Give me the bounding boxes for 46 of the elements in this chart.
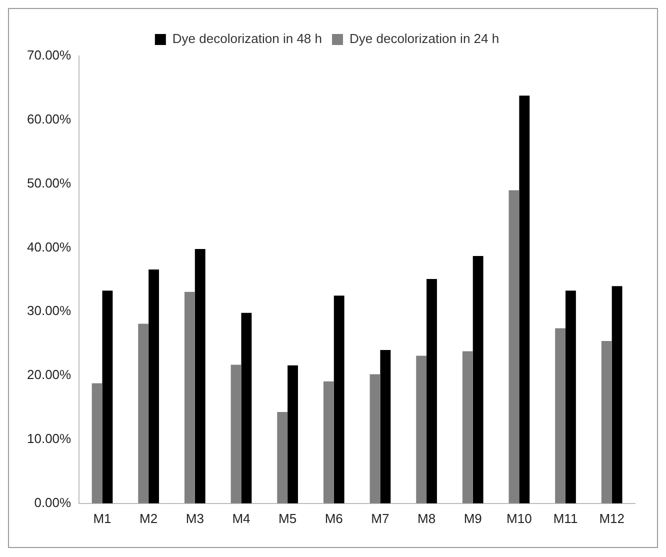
x-tick-label: M11 [553, 510, 578, 526]
bar [148, 269, 160, 504]
x-tick-label: M6 [324, 510, 343, 526]
x-tick-label: M4 [232, 510, 250, 526]
bar [334, 296, 344, 504]
x-tick-label: M8 [418, 510, 436, 526]
bar [462, 351, 473, 504]
y-tick-label: 10.00% [26, 431, 72, 446]
x-tick-label: M3 [186, 510, 204, 526]
bar [288, 365, 298, 504]
x-tick-label: M7 [371, 510, 390, 526]
y-tick-label: 50.00% [26, 175, 72, 190]
x-tick-label: M2 [140, 510, 158, 526]
y-tick-label: 20.00% [26, 367, 72, 382]
x-tick-label: M9 [464, 510, 482, 526]
bar [277, 412, 288, 504]
y-tick-label: 70.00% [26, 48, 72, 63]
bar [472, 256, 484, 504]
bar [102, 290, 113, 504]
bar [508, 190, 520, 504]
bar [601, 341, 612, 504]
bar [138, 324, 149, 504]
x-tick-label: M5 [278, 510, 297, 526]
x-tick-label: M12 [599, 510, 624, 526]
bar [323, 381, 334, 504]
bar [519, 96, 530, 504]
bar [555, 328, 566, 504]
bar [426, 279, 437, 504]
bar [194, 249, 206, 504]
bar [184, 292, 195, 504]
x-tick-label: M1 [93, 510, 112, 526]
bar [92, 383, 102, 504]
bar [566, 290, 576, 504]
bar [612, 286, 622, 504]
x-tick-label: M10 [506, 510, 532, 526]
bar [241, 312, 252, 504]
y-tick-label: 40.00% [26, 239, 72, 254]
legend-label: Dye decolorization in 24 h [350, 31, 500, 46]
legend-label: Dye decolorization in 48 h [172, 31, 322, 46]
bar [416, 356, 427, 504]
bar [380, 350, 391, 504]
y-tick-label: 0.00% [34, 494, 72, 510]
y-tick-label: 60.00% [26, 111, 72, 126]
bar [230, 364, 242, 504]
y-tick-label: 30.00% [26, 303, 72, 318]
bar [370, 374, 380, 504]
